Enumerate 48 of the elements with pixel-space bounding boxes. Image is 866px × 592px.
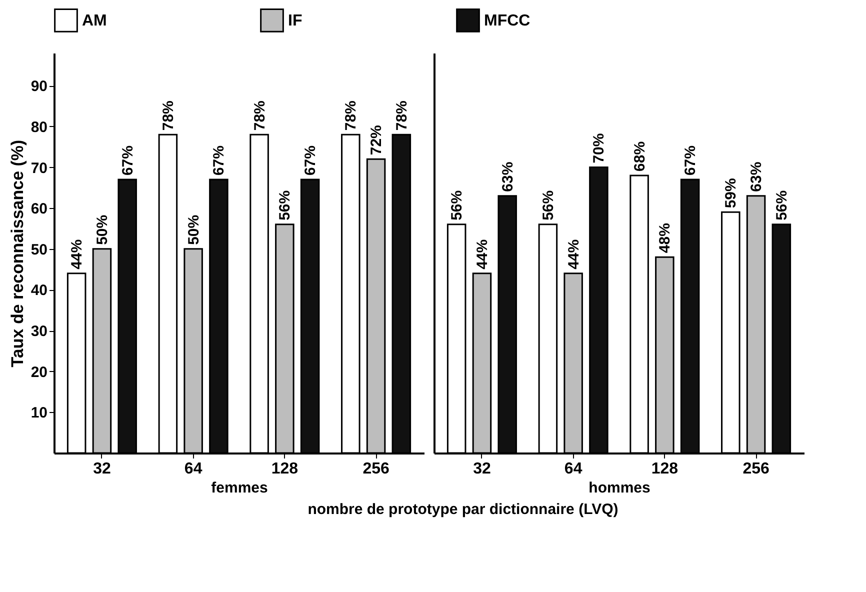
y-tick-label: 30 <box>30 323 48 340</box>
x-axis-title: femmes <box>211 480 268 496</box>
x-tick-label: 64 <box>564 460 582 478</box>
data-label: 67% <box>119 146 136 176</box>
data-label: 70% <box>590 133 608 164</box>
x-tick-label: 128 <box>651 460 678 478</box>
data-label: 44% <box>68 239 86 270</box>
data-label: 63% <box>748 162 766 192</box>
data-label: 44% <box>565 239 582 270</box>
data-label: 78% <box>393 100 410 131</box>
y-tick-label: 90 <box>30 78 48 96</box>
y-tick-label: 10 <box>30 404 48 422</box>
data-label: 56% <box>540 190 557 220</box>
legend-label: AM <box>82 12 107 30</box>
text: nombre de prototype par dictionnaire (LVQ) <box>306 501 620 518</box>
data-label: 78% <box>342 100 360 131</box>
y-tick-label: 40 <box>30 282 48 300</box>
data-label: 48% <box>656 223 674 254</box>
data-label: 50% <box>185 214 202 245</box>
data-label: 56% <box>773 190 790 220</box>
x-tick-label: 64 <box>184 460 202 478</box>
data-label: 78% <box>251 100 268 131</box>
x-axis-title: hommes <box>588 480 650 496</box>
data-label: 78% <box>160 100 177 131</box>
x-tick-label: 256 <box>742 460 770 478</box>
data-label: 44% <box>474 239 491 270</box>
legend-label: MFCC <box>484 12 531 30</box>
x-tick-label: 32 <box>473 460 491 478</box>
legend-label: IF <box>288 12 302 30</box>
y-axis-title: Taux de reconnaissance (%) <box>8 140 27 368</box>
y-tick-label: 50 <box>30 241 48 258</box>
data-label: 67% <box>302 146 320 176</box>
data-label: 67% <box>682 146 700 176</box>
y-tick-label: 20 <box>30 364 48 381</box>
y-tick-label: 80 <box>30 118 48 136</box>
x-tick-label: 128 <box>271 460 298 478</box>
data-label: 67% <box>210 146 228 176</box>
y-tick-label: 60 <box>30 200 48 218</box>
data-label: 63% <box>499 162 516 192</box>
y-tick-label: 70 <box>30 160 48 177</box>
data-label: 56% <box>448 190 466 220</box>
x-tick-label: 32 <box>93 460 111 478</box>
data-label: 59% <box>722 178 740 208</box>
data-label: 72% <box>368 125 386 156</box>
data-label: 56% <box>276 190 294 220</box>
data-label: 68% <box>631 141 648 172</box>
x-tick-label: 256 <box>362 460 390 478</box>
data-label: 50% <box>94 214 111 245</box>
